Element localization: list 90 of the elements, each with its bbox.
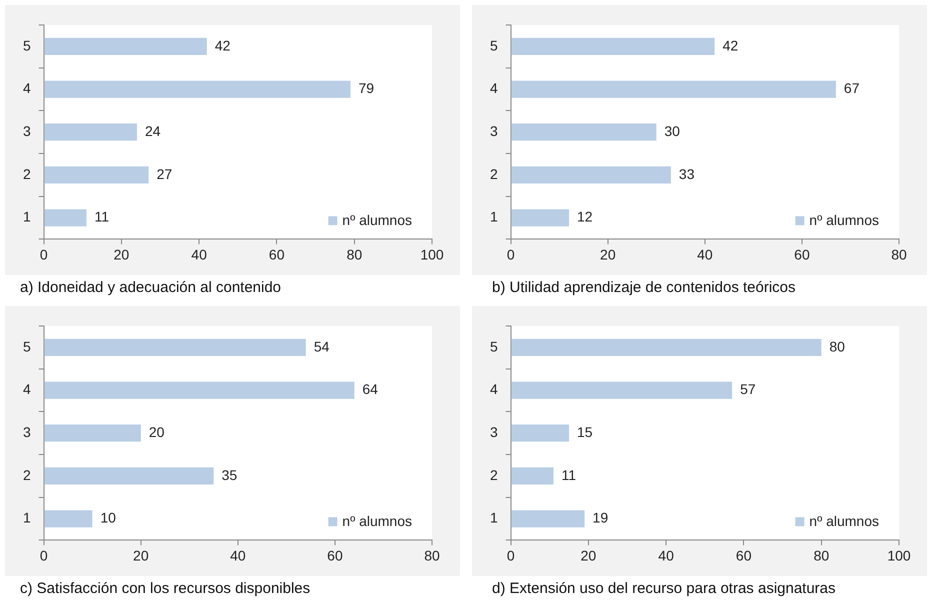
bar [511, 338, 822, 356]
bar [44, 338, 306, 356]
data-label: 54 [314, 338, 330, 354]
bar [511, 467, 554, 485]
x-tick-label: 0 [506, 246, 515, 262]
x-tick-label: 80 [424, 547, 440, 564]
x-tick-label: 20 [600, 246, 616, 262]
data-label: 80 [829, 338, 846, 354]
bar [44, 38, 207, 55]
legend-label: nº alumnos [342, 212, 412, 228]
data-label: 19 [592, 510, 608, 526]
x-tick-label: 60 [268, 246, 285, 262]
y-tick-label: 5 [490, 37, 498, 54]
y-tick-label: 5 [22, 338, 31, 354]
bar [44, 424, 141, 442]
legend-label: nº alumnos [809, 513, 880, 530]
bar [511, 80, 836, 98]
data-label: 42 [214, 37, 231, 54]
x-tick-label: 40 [191, 246, 208, 262]
x-tick-label: 20 [133, 547, 149, 564]
y-tick-label: 5 [22, 37, 31, 54]
x-tick-label: 40 [230, 547, 246, 564]
bar [44, 124, 137, 141]
x-tick-label: 60 [794, 246, 810, 262]
y-tick-label: 4 [490, 381, 498, 398]
data-label: 42 [722, 37, 738, 54]
x-tick-label: 0 [40, 547, 48, 564]
y-tick-label: 4 [22, 80, 31, 96]
y-tick-label: 1 [490, 208, 498, 225]
x-tick-label: 80 [891, 246, 907, 262]
x-tick-label: 80 [346, 246, 362, 262]
y-tick-label: 2 [490, 166, 498, 182]
y-tick-label: 3 [490, 122, 498, 139]
data-label: 79 [358, 80, 374, 96]
x-tick-label: 0 [40, 246, 48, 262]
bar [44, 166, 149, 184]
x-tick-label: 40 [697, 246, 713, 262]
data-label: 30 [664, 122, 680, 139]
legend-label: nº alumnos [809, 212, 880, 228]
bar [44, 467, 214, 485]
bar [44, 80, 350, 98]
text: c) Satisfacción con los recursos disponibles [19, 580, 312, 598]
bar [44, 382, 354, 399]
text: d) Extensión uso del recurso para otras asignaturas [491, 580, 837, 598]
data-label: 11 [561, 466, 576, 483]
bar [511, 38, 715, 55]
data-label: 57 [740, 381, 756, 398]
data-label: 12 [577, 208, 593, 225]
y-tick-label: 3 [490, 424, 498, 440]
x-tick-label: 60 [327, 547, 343, 564]
y-tick-label: 2 [490, 466, 498, 483]
data-label: 11 [94, 208, 110, 225]
data-label: 24 [144, 122, 161, 139]
text: a) Idoneidad y adecuación al contenido [19, 279, 282, 297]
y-tick-label: 1 [490, 510, 498, 526]
data-label: 20 [148, 424, 165, 440]
data-label: 35 [222, 466, 238, 483]
x-tick-label: 20 [114, 246, 130, 262]
x-tick-label: 0 [506, 547, 515, 564]
y-tick-label: 5 [490, 338, 498, 354]
x-tick-label: 80 [814, 547, 830, 564]
text: b) Utilidad aprendizaje de contenidos teóricos [491, 279, 797, 297]
data-label: 67 [844, 80, 860, 96]
x-tick-label: 100 [887, 547, 911, 564]
y-tick-label: 2 [22, 466, 31, 483]
x-tick-label: 40 [658, 547, 674, 564]
bar [511, 166, 671, 184]
y-tick-label: 4 [22, 381, 31, 398]
y-tick-label: 3 [22, 424, 31, 440]
y-tick-label: 4 [490, 80, 498, 96]
bar [511, 424, 570, 442]
bar [511, 124, 656, 141]
bar [44, 510, 92, 528]
data-label: 33 [678, 166, 695, 182]
bar [511, 209, 570, 226]
data-label: 27 [156, 166, 172, 182]
x-tick-label: 100 [420, 246, 444, 262]
x-tick-label: 60 [736, 547, 752, 564]
y-tick-label: 1 [22, 510, 31, 526]
y-tick-label: 2 [22, 166, 31, 182]
y-tick-label: 3 [22, 122, 31, 139]
data-label: 10 [100, 510, 116, 526]
bar [511, 510, 585, 528]
x-tick-label: 20 [580, 547, 596, 564]
legend-label: nº alumnos [342, 513, 412, 530]
data-label: 15 [577, 424, 593, 440]
data-label: 64 [362, 381, 378, 398]
bar [511, 382, 732, 399]
bar [44, 209, 86, 226]
y-tick-label: 1 [22, 208, 31, 225]
